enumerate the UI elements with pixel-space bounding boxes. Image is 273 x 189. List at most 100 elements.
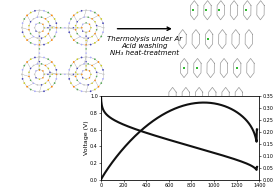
Circle shape: [47, 27, 49, 28]
Circle shape: [89, 70, 90, 72]
Circle shape: [102, 69, 104, 71]
Circle shape: [60, 74, 61, 75]
Circle shape: [89, 77, 90, 78]
Circle shape: [79, 65, 81, 66]
Circle shape: [87, 16, 89, 18]
Circle shape: [76, 89, 78, 90]
Circle shape: [51, 74, 53, 75]
Circle shape: [68, 31, 70, 33]
Circle shape: [83, 37, 85, 39]
Circle shape: [85, 78, 87, 80]
Circle shape: [69, 27, 70, 28]
Circle shape: [94, 42, 96, 44]
Circle shape: [64, 74, 66, 75]
Circle shape: [22, 78, 23, 80]
Circle shape: [102, 31, 104, 33]
Circle shape: [100, 18, 102, 20]
Circle shape: [37, 63, 38, 65]
Circle shape: [38, 91, 40, 93]
Circle shape: [85, 52, 87, 54]
Circle shape: [28, 76, 30, 77]
Circle shape: [39, 36, 40, 37]
Circle shape: [82, 77, 84, 78]
Circle shape: [98, 86, 99, 88]
Circle shape: [68, 78, 70, 80]
Circle shape: [87, 37, 89, 39]
Circle shape: [85, 9, 87, 11]
Circle shape: [56, 74, 58, 75]
Circle shape: [85, 22, 87, 24]
Circle shape: [94, 58, 96, 60]
Circle shape: [90, 10, 91, 12]
Circle shape: [100, 65, 102, 67]
Circle shape: [47, 89, 49, 90]
Circle shape: [35, 24, 37, 25]
Circle shape: [55, 78, 57, 80]
Circle shape: [56, 27, 58, 29]
Circle shape: [34, 90, 36, 92]
Circle shape: [30, 21, 31, 22]
Circle shape: [94, 33, 96, 34]
Circle shape: [48, 80, 49, 81]
Circle shape: [68, 27, 70, 29]
Circle shape: [37, 84, 38, 86]
Circle shape: [73, 74, 74, 75]
Circle shape: [76, 33, 78, 34]
Circle shape: [54, 18, 55, 20]
Circle shape: [94, 12, 96, 13]
Circle shape: [39, 69, 40, 71]
Circle shape: [81, 74, 83, 75]
Circle shape: [33, 82, 34, 84]
Circle shape: [102, 78, 104, 80]
Circle shape: [54, 36, 55, 37]
Circle shape: [68, 22, 70, 24]
Circle shape: [41, 63, 42, 65]
Circle shape: [77, 74, 78, 75]
Circle shape: [51, 14, 53, 16]
Circle shape: [47, 42, 49, 44]
Circle shape: [85, 40, 87, 41]
Circle shape: [38, 44, 40, 46]
Circle shape: [73, 39, 75, 41]
Circle shape: [90, 90, 91, 92]
Circle shape: [28, 25, 30, 26]
Circle shape: [30, 33, 31, 34]
Circle shape: [81, 27, 83, 28]
Circle shape: [49, 25, 51, 26]
Circle shape: [48, 33, 49, 34]
Circle shape: [39, 61, 40, 62]
Circle shape: [91, 36, 93, 37]
Circle shape: [30, 58, 32, 60]
Circle shape: [81, 57, 82, 58]
Circle shape: [39, 52, 40, 54]
Circle shape: [79, 82, 81, 84]
Circle shape: [39, 69, 40, 70]
Circle shape: [47, 58, 49, 60]
Circle shape: [28, 71, 30, 73]
Circle shape: [44, 36, 46, 37]
Circle shape: [94, 21, 96, 22]
Circle shape: [23, 18, 25, 20]
Circle shape: [103, 27, 105, 29]
Circle shape: [83, 16, 85, 18]
Circle shape: [85, 61, 87, 62]
Circle shape: [42, 77, 44, 78]
Circle shape: [81, 27, 82, 28]
Circle shape: [96, 29, 97, 31]
Circle shape: [43, 74, 44, 75]
Circle shape: [43, 27, 44, 28]
Circle shape: [85, 31, 87, 33]
Circle shape: [41, 16, 42, 18]
Circle shape: [85, 44, 87, 45]
Circle shape: [21, 27, 23, 29]
Circle shape: [28, 29, 30, 31]
Circle shape: [30, 89, 32, 90]
Circle shape: [42, 30, 44, 32]
Circle shape: [44, 18, 46, 20]
Circle shape: [42, 24, 44, 25]
Circle shape: [44, 82, 46, 84]
Circle shape: [73, 27, 74, 28]
Circle shape: [85, 44, 87, 46]
Circle shape: [94, 80, 96, 81]
Circle shape: [82, 70, 84, 72]
